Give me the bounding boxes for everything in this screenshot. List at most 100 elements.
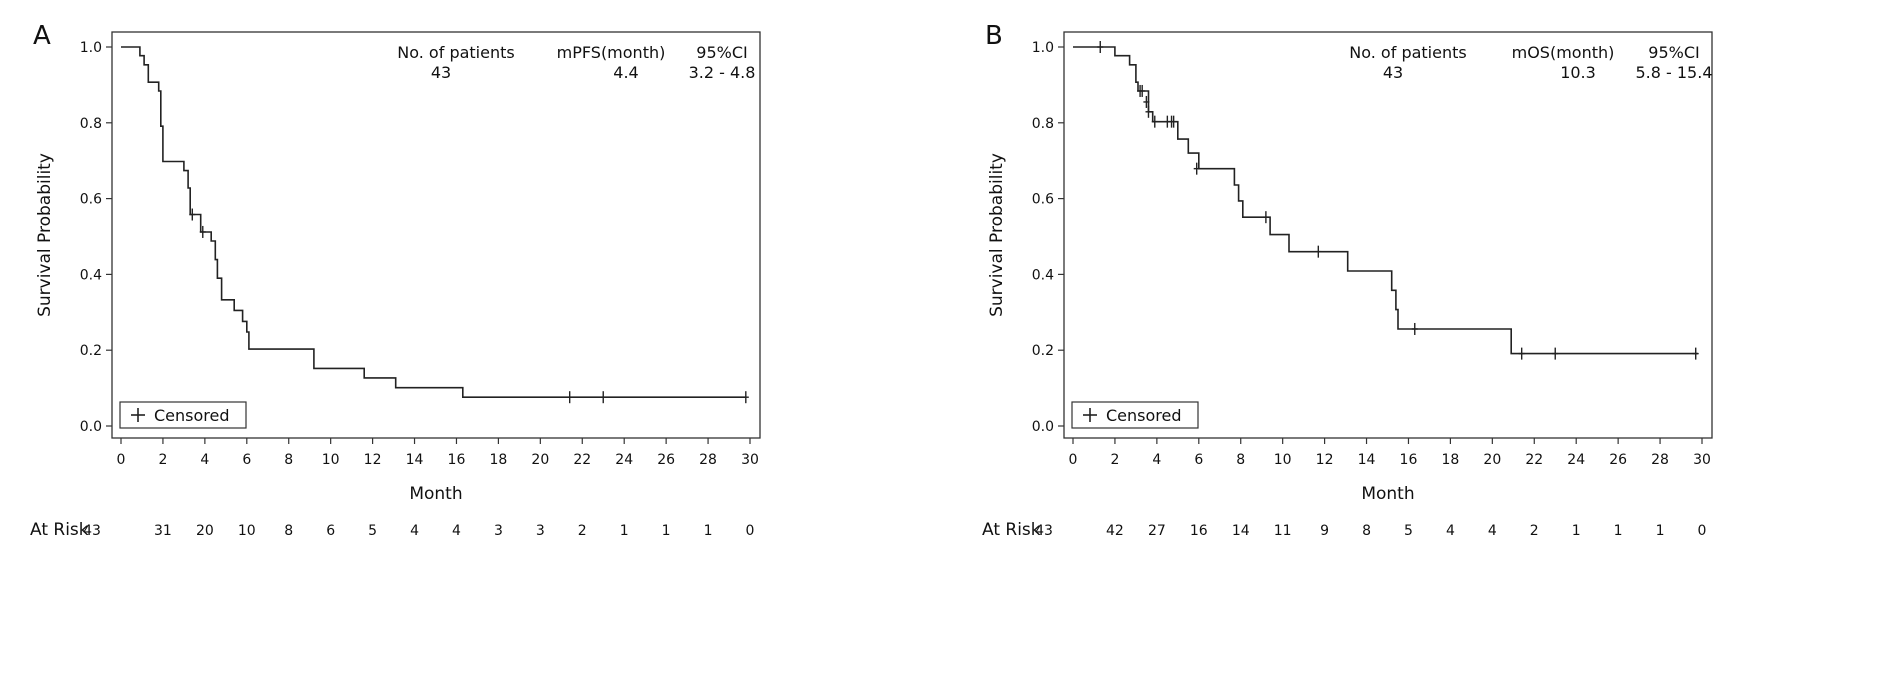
y-tick-label: 0.0	[1032, 419, 1054, 435]
x-tick-label: 26	[1609, 452, 1627, 468]
x-tick-label: 8	[284, 452, 293, 468]
x-tick-label: 26	[657, 452, 675, 468]
stats-value: 5.8 - 15.4	[1635, 63, 1712, 82]
y-tick-label: 0.4	[80, 267, 102, 283]
x-tick-label: 12	[364, 452, 382, 468]
x-tick-label: 30	[1693, 452, 1711, 468]
at-risk-value: 4	[452, 523, 461, 539]
x-tick-label: 22	[1525, 452, 1543, 468]
at-risk-label: At Risk	[30, 520, 89, 540]
at-risk-value: 8	[1362, 523, 1371, 539]
x-tick-label: 24	[1567, 452, 1585, 468]
x-tick-label: 14	[1358, 452, 1376, 468]
censored-mark	[189, 208, 196, 221]
x-tick-label: 28	[699, 452, 717, 468]
at-risk-value: 2	[1530, 523, 1539, 539]
at-risk-value: 3	[494, 523, 503, 539]
censored-mark	[1193, 162, 1200, 175]
censored-mark	[1518, 347, 1525, 360]
y-tick-label: 1.0	[1032, 40, 1054, 56]
at-risk-label: At Risk	[982, 520, 1041, 540]
x-tick-label: 18	[489, 452, 507, 468]
at-risk-value: 9	[1320, 523, 1329, 539]
y-tick-label: 1.0	[80, 40, 102, 56]
stats-header: mPFS(month)	[557, 43, 666, 62]
x-tick-label: 18	[1441, 452, 1459, 468]
at-risk-value: 20	[196, 523, 214, 539]
legend: Censored	[1071, 401, 1199, 429]
x-tick-label: 2	[1110, 452, 1119, 468]
x-tick-label: 20	[531, 452, 549, 468]
pfs-km-chart: A0.00.20.40.60.81.00 2 4 6 8 10 12 14 16 18 20 22 24…	[30, 21, 761, 540]
at-risk-value: 16	[1190, 523, 1208, 539]
censored-mark	[600, 391, 607, 404]
at-risk-value: 1	[704, 523, 713, 539]
censored-mark	[1143, 95, 1150, 108]
x-tick-label: 4	[1152, 452, 1161, 468]
at-risk-value: 4	[1488, 523, 1497, 539]
censored-mark	[1262, 211, 1269, 224]
panel-label: A	[33, 21, 51, 51]
censored-mark	[1692, 347, 1699, 360]
y-tick-label: 0.2	[80, 343, 102, 359]
stats-value: 43	[1383, 63, 1403, 82]
x-axis-label: Month	[409, 484, 462, 504]
y-tick-label: 0.8	[1032, 116, 1054, 132]
at-risk-value: 3	[536, 523, 545, 539]
at-risk-value: 11	[1274, 523, 1292, 539]
x-tick-label: 22	[573, 452, 591, 468]
at-risk-value: 1	[1656, 523, 1665, 539]
x-tick-label: 10	[1274, 452, 1292, 468]
x-tick-label: 6	[242, 452, 251, 468]
stats-value: 3.2 - 4.8	[689, 63, 756, 82]
at-risk-value: 4	[410, 523, 419, 539]
at-risk-value: 43	[83, 523, 101, 539]
x-tick-label: 16	[1400, 452, 1418, 468]
at-risk-value: 2	[578, 523, 587, 539]
y-tick-label: 0.6	[1032, 192, 1054, 208]
censored-mark	[1552, 347, 1559, 360]
legend-label: Censored	[154, 406, 230, 425]
at-risk-value: 31	[154, 523, 172, 539]
legend: Censored	[119, 401, 247, 429]
y-axis-label: Survival Probability	[35, 153, 55, 317]
os-km-chart: B0.00.20.40.60.81.00 2 4 6 8 10 12 14 16 18 20 22 24…	[982, 21, 1713, 540]
at-risk-value: 1	[1572, 523, 1581, 539]
censored-mark	[742, 391, 749, 404]
legend-label: Censored	[1106, 406, 1182, 425]
stats-header: No. of patients	[397, 43, 514, 62]
censored-mark	[566, 391, 573, 404]
censored-mark	[1139, 84, 1146, 97]
x-tick-label: 20	[1483, 452, 1501, 468]
y-tick-label: 0.8	[80, 116, 102, 132]
censored-mark	[199, 225, 206, 238]
censored-mark	[1097, 41, 1104, 53]
x-tick-label: 2	[158, 452, 167, 468]
stats-header: No. of patients	[1349, 43, 1466, 62]
y-tick-label: 0.2	[1032, 343, 1054, 359]
at-risk-value: 1	[620, 523, 629, 539]
censored-mark	[1170, 115, 1177, 128]
at-risk-value: 5	[1404, 523, 1413, 539]
stats-header: 95%CI	[696, 43, 747, 62]
stats-header: 95%CI	[1648, 43, 1699, 62]
censored-mark	[1145, 105, 1152, 118]
plot-frame	[111, 31, 761, 439]
at-risk-value: 0	[746, 523, 755, 539]
at-risk-value: 8	[284, 523, 293, 539]
y-tick-label: 0.0	[80, 419, 102, 435]
at-risk-value: 6	[326, 523, 335, 539]
at-risk-value: 4	[1446, 523, 1455, 539]
x-tick-label: 0	[117, 452, 126, 468]
at-risk-value: 27	[1148, 523, 1166, 539]
x-tick-label: 10	[322, 452, 340, 468]
x-tick-label: 30	[741, 452, 759, 468]
x-tick-label: 6	[1194, 452, 1203, 468]
at-risk-value: 10	[238, 523, 256, 539]
at-risk-value: 5	[368, 523, 377, 539]
stats-value: 10.3	[1560, 63, 1596, 82]
at-risk-value: 1	[662, 523, 671, 539]
x-tick-label: 16	[448, 452, 466, 468]
x-tick-label: 24	[615, 452, 633, 468]
x-tick-label: 4	[200, 452, 209, 468]
